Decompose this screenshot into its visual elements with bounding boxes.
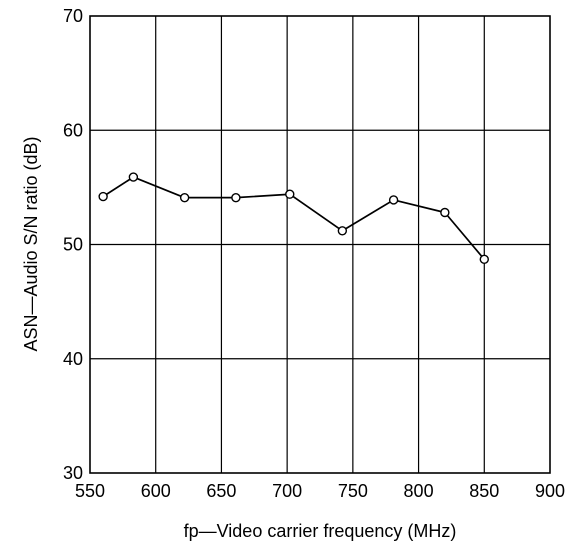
- x-tick-label: 900: [535, 481, 565, 501]
- data-point: [128, 172, 139, 182]
- data-point: [285, 189, 295, 199]
- x-tick-label: 800: [404, 481, 434, 501]
- data-point: [388, 195, 399, 205]
- x-tick-label: 750: [338, 481, 368, 501]
- plot-frame: [89, 15, 551, 474]
- y-tick-label: 70: [63, 6, 83, 26]
- x-tick-label: 550: [75, 481, 105, 501]
- data-point: [231, 192, 241, 203]
- x-tick-label: 650: [206, 481, 236, 501]
- series-line: [102, 176, 485, 260]
- data-point: [337, 226, 348, 236]
- x-tick-labels: 550 600 650 700 750 800 850 900: [75, 481, 565, 501]
- data-point: [98, 191, 108, 202]
- data-point: [179, 192, 190, 203]
- x-tick-label: 850: [469, 481, 499, 501]
- x-axis-label: fp—Video carrier frequency (MHz): [184, 521, 457, 541]
- x-tick-label: 600: [141, 481, 171, 501]
- data-point: [479, 254, 489, 265]
- gridlines: [90, 16, 550, 473]
- y-tick-labels: 30 40 50 60 70: [63, 6, 83, 483]
- series: [98, 172, 489, 265]
- y-tick-label: 50: [63, 235, 83, 255]
- y-tick-label: 40: [63, 349, 83, 369]
- y-tick-label: 60: [63, 120, 83, 140]
- data-point: [440, 207, 450, 218]
- y-axis-label: ASN—Audio S/N ratio (dB): [21, 136, 41, 351]
- y-tick-label: 30: [63, 463, 83, 483]
- x-tick-label: 700: [272, 481, 302, 501]
